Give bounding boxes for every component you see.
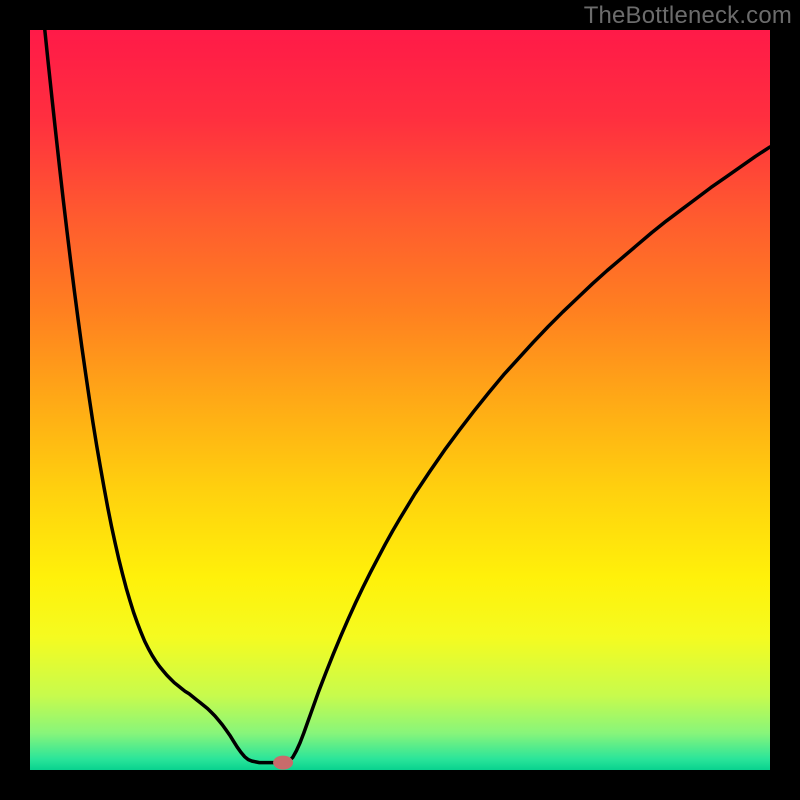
watermark-text: TheBottleneck.com — [584, 2, 792, 30]
optimal-point-marker — [273, 756, 293, 770]
bottleneck-chart — [0, 0, 800, 800]
chart-container: TheBottleneck.com — [0, 0, 800, 800]
plot-background — [30, 30, 770, 770]
